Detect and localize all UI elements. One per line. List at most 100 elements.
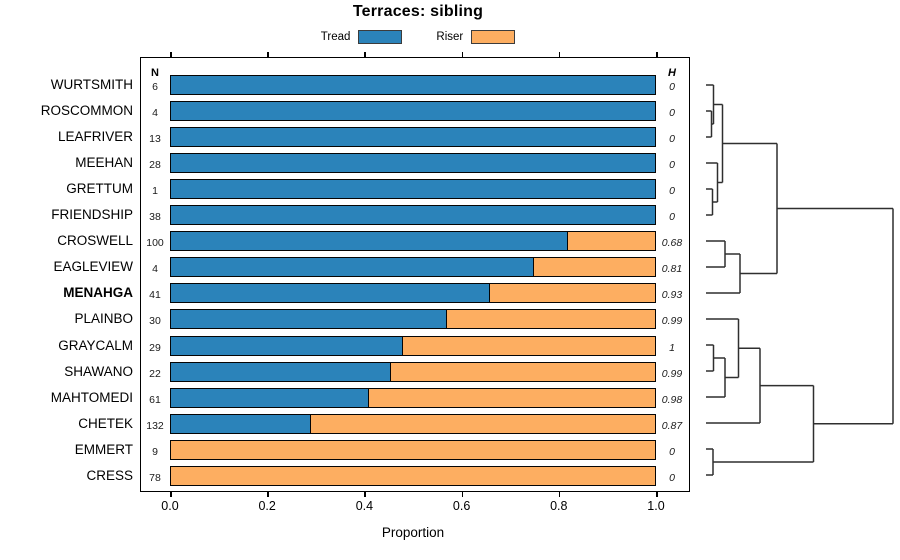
x-tick-bottom [461,492,464,497]
tread-color-swatch [358,30,403,44]
riser-segment [171,440,655,459]
tread-segment [171,154,655,173]
tread-segment [171,310,447,329]
n-value: 4 [152,263,158,276]
row-label: CRESS [86,467,133,483]
stacked-bar [170,179,656,200]
stacked-bar [170,309,656,330]
row-label: GRAYCALM [58,337,133,353]
n-value: 100 [146,237,164,250]
stacked-bar [170,257,656,278]
x-axis-title: Proportion [381,525,445,540]
x-tick-label: 1.0 [647,499,665,513]
n-value: 61 [149,393,161,406]
tread-segment [171,102,655,121]
n-value: 30 [149,315,161,328]
x-tick-bottom [558,492,561,497]
row-label: EMMERT [74,441,133,457]
stacked-bar [170,75,656,95]
x-tick-label: 0.4 [355,499,374,513]
legend-label-riser: Riser [436,31,464,43]
n-column-header: N [151,67,159,79]
h-value: 0.81 [661,263,683,276]
h-value: 0 [669,107,675,120]
stacked-bar [170,439,656,460]
riser-segment [391,362,655,381]
h-column-header: H [668,67,676,79]
x-tick-top [461,52,464,57]
x-tick-label: 0.6 [452,499,471,513]
riser-color-swatch [471,30,516,44]
h-value: 0.93 [661,289,683,302]
x-tick-bottom [364,492,366,497]
n-value: 78 [149,471,161,484]
row-label: MAHTOMEDI [50,389,133,405]
h-value: 0.99 [661,367,683,380]
row-label: LEAFRIVER [57,129,133,145]
tread-segment [171,180,655,199]
row-label: EAGLEVIEW [53,259,133,275]
stacked-bar [170,413,656,434]
x-tick-top [364,52,366,57]
stacked-bar [170,465,656,486]
row-label: FRIENDSHIP [51,207,133,223]
stacked-bar [170,283,656,304]
row-label: CROSWELL [57,233,133,249]
legend-label-tread: Tread [320,31,351,43]
n-value: 22 [149,367,161,380]
tread-segment [171,362,392,381]
tread-segment [171,128,655,147]
tread-segment [171,284,491,303]
stacked-bar [170,387,656,408]
riser-segment [403,336,655,355]
riser-segment [534,258,655,277]
legend: Tread Riser [140,28,696,46]
h-value: 0 [669,211,675,224]
x-tick-top [170,52,172,57]
n-value: 41 [149,289,161,302]
h-value: 0.99 [661,315,683,328]
row-label: MENAHGA [63,285,133,301]
plot-frame [140,57,690,492]
tread-segment [171,388,370,407]
x-tick-bottom [170,492,172,497]
tread-segment [171,336,404,355]
x-tick-label: 0.2 [258,499,276,513]
h-value: 0 [669,81,675,93]
legend-item-riser: Riser [436,30,516,44]
h-value: 0 [669,471,675,484]
n-value: 38 [149,211,161,224]
stacked-bar [170,205,656,226]
legend-item-tread: Tread [321,30,403,44]
stacked-bar [170,127,656,148]
n-value: 4 [152,107,158,120]
n-value: 13 [149,133,161,146]
riser-segment [567,232,655,251]
x-tick-top [558,52,561,57]
h-value: 0 [669,133,675,146]
row-label: ROSCOMMON [40,103,133,119]
stacked-bar [170,231,656,252]
h-value: 1 [669,341,675,354]
stacked-bar [170,153,656,174]
h-value: 0 [669,185,675,198]
h-value: 0.68 [661,237,683,250]
row-label: PLAINBO [74,311,133,327]
row-label: CHETEK [78,415,133,431]
stacked-bar [170,361,656,382]
row-label: WURTSMITH [50,77,133,92]
h-value: 0 [669,445,675,458]
h-value: 0 [669,159,675,172]
row-label: MEEHAN [75,155,133,171]
n-value: 28 [149,159,161,172]
riser-segment [311,414,655,433]
n-value: 6 [152,81,158,93]
n-value: 1 [152,185,158,198]
riser-segment [446,310,655,329]
chart-title: Terraces: sibling [352,3,484,20]
n-value: 29 [149,341,161,354]
row-label: GRETTUM [66,181,133,197]
x-tick-bottom [267,492,269,497]
n-value: 9 [152,445,158,458]
